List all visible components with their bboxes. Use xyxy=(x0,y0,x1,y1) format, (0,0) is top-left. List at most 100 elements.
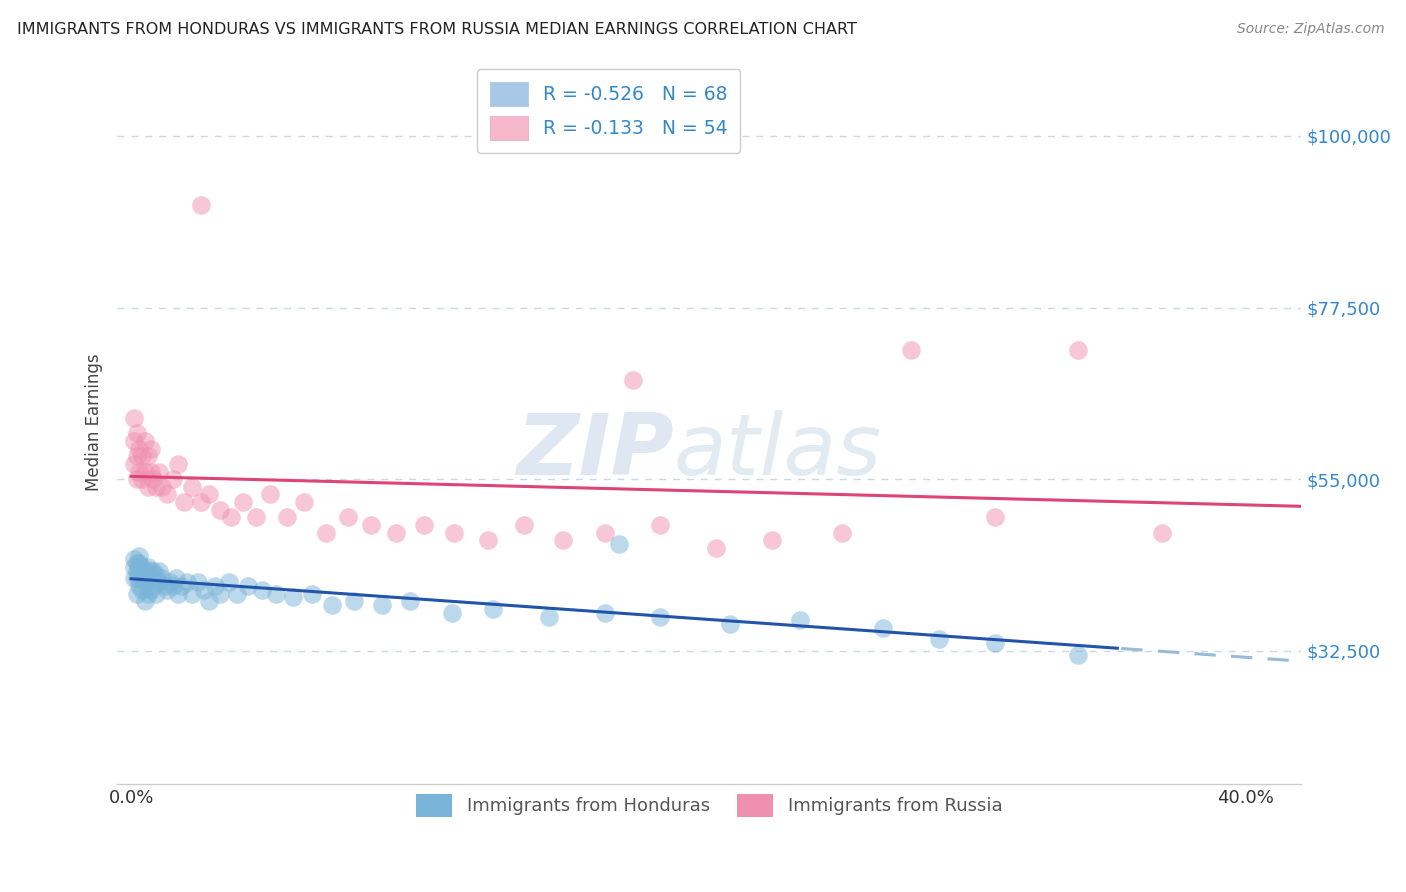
Point xyxy=(187,575,209,590)
Point xyxy=(621,373,644,387)
Point xyxy=(343,594,366,608)
Point xyxy=(134,465,156,479)
Point xyxy=(209,502,232,516)
Point xyxy=(122,552,145,566)
Point xyxy=(513,518,536,533)
Point xyxy=(153,579,176,593)
Point xyxy=(551,533,574,548)
Point xyxy=(593,606,616,620)
Point xyxy=(928,632,950,647)
Point xyxy=(148,575,170,590)
Point xyxy=(385,525,408,540)
Point xyxy=(984,510,1007,524)
Point xyxy=(900,343,922,357)
Point xyxy=(122,434,145,448)
Point xyxy=(128,442,150,456)
Point xyxy=(125,556,148,570)
Point xyxy=(181,587,204,601)
Point xyxy=(315,525,337,540)
Point xyxy=(193,582,215,597)
Point xyxy=(142,472,165,486)
Text: Source: ZipAtlas.com: Source: ZipAtlas.com xyxy=(1237,22,1385,37)
Point xyxy=(134,594,156,608)
Point xyxy=(136,560,159,574)
Point xyxy=(537,609,560,624)
Point xyxy=(148,465,170,479)
Point xyxy=(264,587,287,601)
Point xyxy=(125,564,148,578)
Point xyxy=(128,579,150,593)
Point xyxy=(131,560,153,574)
Point xyxy=(236,579,259,593)
Point xyxy=(145,567,167,582)
Point xyxy=(148,564,170,578)
Point xyxy=(412,518,434,533)
Point xyxy=(125,450,148,464)
Point xyxy=(139,564,162,578)
Point xyxy=(122,457,145,471)
Point xyxy=(204,579,226,593)
Point xyxy=(139,465,162,479)
Point xyxy=(190,197,212,211)
Point xyxy=(122,411,145,425)
Point xyxy=(181,480,204,494)
Point xyxy=(398,594,420,608)
Point xyxy=(650,609,672,624)
Point xyxy=(125,587,148,601)
Point xyxy=(131,582,153,597)
Point xyxy=(125,571,148,585)
Point xyxy=(259,487,281,501)
Point xyxy=(1150,525,1173,540)
Text: ZIP: ZIP xyxy=(516,409,673,492)
Point xyxy=(136,480,159,494)
Point xyxy=(221,510,243,524)
Text: atlas: atlas xyxy=(673,409,882,492)
Point xyxy=(371,598,394,612)
Point xyxy=(704,541,727,555)
Y-axis label: Median Earnings: Median Earnings xyxy=(86,353,103,491)
Point xyxy=(607,537,630,551)
Point xyxy=(276,510,298,524)
Point xyxy=(250,582,273,597)
Point xyxy=(142,564,165,578)
Point xyxy=(156,582,179,597)
Point xyxy=(150,480,173,494)
Point xyxy=(125,426,148,441)
Point xyxy=(136,571,159,585)
Point xyxy=(159,575,181,590)
Point xyxy=(209,587,232,601)
Point xyxy=(477,533,499,548)
Point xyxy=(482,602,505,616)
Point xyxy=(150,571,173,585)
Point xyxy=(789,614,811,628)
Point xyxy=(145,587,167,601)
Point xyxy=(872,621,894,635)
Point xyxy=(131,571,153,585)
Point xyxy=(165,571,187,585)
Point xyxy=(984,636,1007,650)
Point xyxy=(128,549,150,563)
Point xyxy=(125,472,148,486)
Point xyxy=(301,587,323,601)
Point xyxy=(142,579,165,593)
Point xyxy=(440,606,463,620)
Point xyxy=(232,495,254,509)
Point xyxy=(360,518,382,533)
Point xyxy=(176,575,198,590)
Point xyxy=(139,582,162,597)
Point xyxy=(281,591,304,605)
Point xyxy=(167,587,190,601)
Point xyxy=(131,472,153,486)
Point xyxy=(593,525,616,540)
Point xyxy=(156,487,179,501)
Point xyxy=(198,594,221,608)
Point xyxy=(122,571,145,585)
Point xyxy=(136,450,159,464)
Point xyxy=(136,587,159,601)
Point xyxy=(718,617,741,632)
Point xyxy=(122,560,145,574)
Point xyxy=(245,510,267,524)
Point xyxy=(170,579,193,593)
Point xyxy=(139,571,162,585)
Point xyxy=(198,487,221,501)
